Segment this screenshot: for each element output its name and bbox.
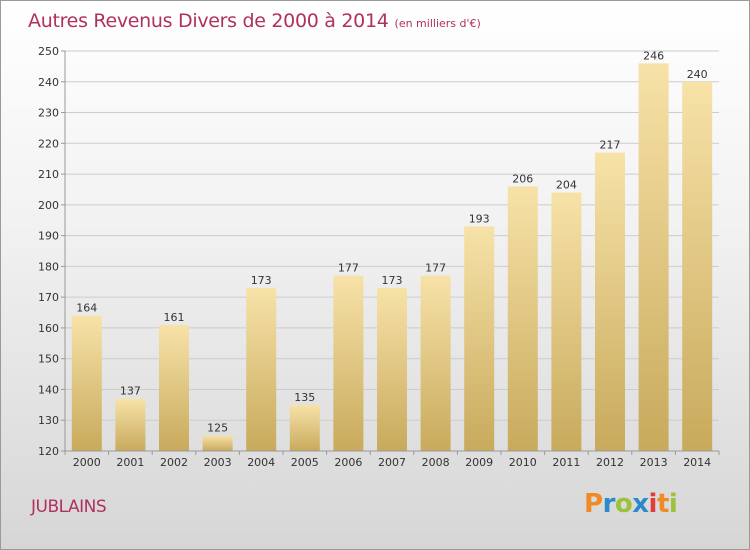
y-tick-label: 120 [38, 445, 59, 458]
bar-2014 [682, 81, 713, 452]
x-tick-label: 2008 [422, 456, 450, 469]
data-label: 206 [512, 172, 533, 185]
chart-title: Autres Revenus Divers de 2000 à 2014 (en … [28, 10, 481, 32]
bar-2009 [464, 226, 495, 451]
logo-letter: t [656, 489, 669, 519]
y-tick-label: 150 [38, 353, 59, 366]
data-label: 161 [164, 311, 185, 324]
bar-2005 [289, 404, 320, 451]
data-label: 240 [687, 68, 708, 81]
chart-subtitle: (en milliers d'€) [394, 17, 481, 30]
y-tick-label: 210 [38, 168, 59, 181]
x-tick-label: 2003 [204, 456, 232, 469]
x-tick-label: 2010 [509, 456, 537, 469]
bar-2003 [202, 435, 233, 451]
y-tick-label: 170 [38, 291, 59, 304]
y-tick-label: 250 [38, 45, 59, 58]
data-label: 217 [600, 139, 621, 152]
y-tick-label: 180 [38, 260, 59, 273]
logo-letter: o [614, 489, 633, 519]
bar-2008 [420, 275, 451, 451]
data-label: 125 [207, 422, 228, 435]
bar-2004 [246, 287, 277, 451]
y-tick-label: 130 [38, 414, 59, 427]
data-label: 246 [643, 49, 664, 62]
bar-2011 [551, 192, 582, 452]
data-label: 135 [294, 391, 315, 404]
bar-2010 [507, 186, 538, 451]
y-tick-label: 140 [38, 383, 59, 396]
data-label: 193 [469, 212, 490, 225]
x-tick-label: 2005 [291, 456, 319, 469]
x-tick-label: 2001 [116, 456, 144, 469]
x-tick-label: 2014 [683, 456, 711, 469]
x-tick-label: 2004 [247, 456, 275, 469]
x-tick-label: 2012 [596, 456, 624, 469]
commune-name: JUBLAINS [31, 497, 107, 517]
bar-2006 [333, 275, 364, 451]
x-tick-label: 2013 [640, 456, 668, 469]
y-tick-label: 230 [38, 107, 59, 120]
x-tick-label: 2000 [73, 456, 101, 469]
x-tick-label: 2002 [160, 456, 188, 469]
chart-title-text: Autres Revenus Divers de 2000 à 2014 [28, 10, 389, 32]
bar-2013 [638, 63, 669, 452]
data-label: 173 [251, 274, 272, 287]
bar-2002 [159, 324, 189, 451]
logo-letter: r [602, 489, 616, 519]
y-tick-label: 190 [38, 230, 59, 243]
data-label: 177 [425, 262, 446, 275]
x-tick-label: 2007 [378, 456, 406, 469]
y-tick-label: 220 [38, 137, 59, 150]
proxiti-logo: Proxiti [584, 489, 678, 519]
logo-letter: i [648, 489, 658, 519]
y-tick-label: 160 [38, 322, 59, 335]
bar-2007 [377, 287, 407, 451]
y-tick-label: 200 [38, 199, 59, 212]
x-tick-label: 2006 [334, 456, 362, 469]
logo-letter: x [632, 489, 649, 519]
x-tick-label: 2011 [552, 456, 580, 469]
bar-2012 [595, 152, 625, 452]
data-label: 204 [556, 179, 577, 192]
y-tick-label: 240 [38, 76, 59, 89]
x-tick-label: 2009 [465, 456, 493, 469]
bar-2001 [115, 398, 146, 451]
bar-2000 [71, 315, 102, 451]
data-label: 173 [382, 274, 403, 287]
data-label: 177 [338, 262, 359, 275]
logo-letter: i [668, 489, 678, 519]
data-label: 137 [120, 385, 141, 398]
data-label: 164 [76, 302, 97, 315]
logo-letter: P [584, 489, 603, 519]
